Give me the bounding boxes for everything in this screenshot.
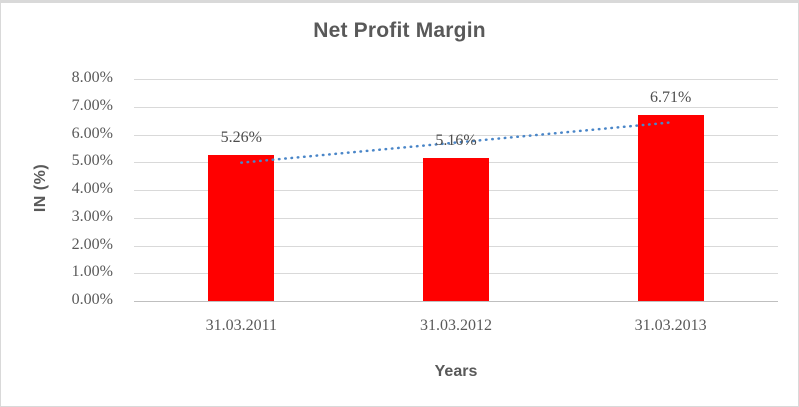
y-axis-tick-label: 6.00%	[71, 124, 113, 142]
x-axis-tick-label: 31.03.2012	[420, 317, 492, 334]
y-axis-tick-label: 8.00%	[71, 69, 113, 86]
plot-area	[134, 79, 778, 302]
trendline-layer	[240, 121, 672, 164]
bar-31.03.2012	[423, 157, 489, 301]
y-axis-tick-label: 5.00%	[71, 152, 113, 170]
y-axis-tick-label: 1.00%	[71, 263, 113, 281]
data-label: 6.71%	[649, 88, 692, 106]
data-label: 5.26%	[220, 129, 262, 147]
y-axis-tick-label: 3.00%	[71, 207, 113, 225]
gridline	[134, 106, 778, 108]
gridline	[134, 134, 778, 136]
chart-title: Net Profit Margin	[313, 19, 486, 42]
x-axis-tick-label: 31.03.2011	[205, 317, 278, 334]
y-axis-tick-label: 0.00%	[71, 291, 113, 308]
bar-31.03.2011	[208, 155, 275, 301]
data-label: 5.16%	[435, 131, 477, 149]
x-axis-line	[134, 301, 778, 302]
bar-31.03.2013	[637, 114, 704, 301]
x-axis-tick-label: 31.03.2013	[634, 317, 707, 334]
linear-trendline	[240, 121, 672, 164]
y-axis-tick-label: 7.00%	[71, 96, 113, 114]
gridline	[134, 79, 778, 80]
y-axis-tick-label: 4.00%	[71, 180, 113, 197]
x-axis-title: Years	[434, 363, 478, 380]
y-axis-tick-label: 2.00%	[71, 235, 113, 253]
